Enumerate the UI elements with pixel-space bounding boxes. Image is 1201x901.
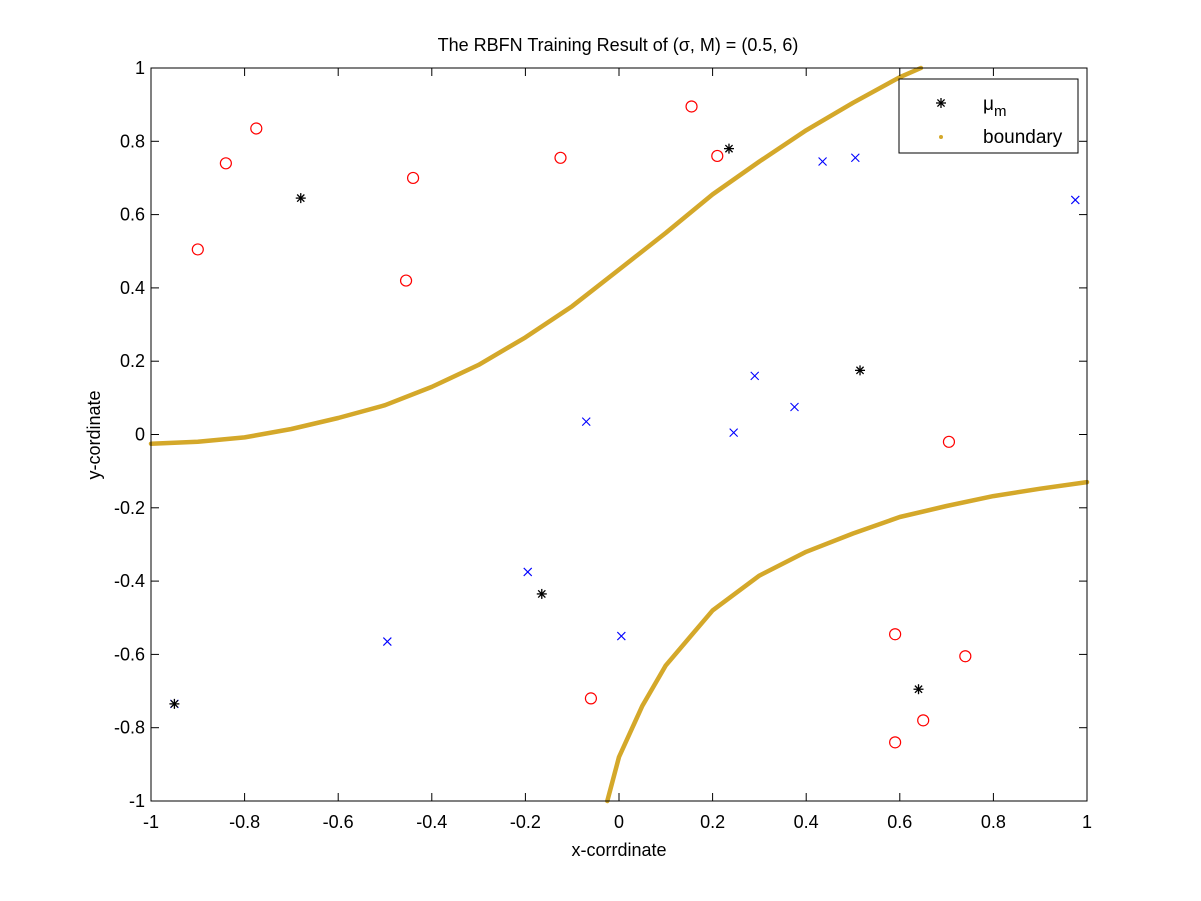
data-point-x-6 (581, 417, 591, 427)
legend-label-mu-subscript: m (994, 103, 1007, 120)
axes-box (150, 67, 1088, 802)
y-tick-label: -0.2 (114, 498, 145, 518)
legend-label-boundary: boundary (983, 127, 1063, 148)
x-tick-label: 0 (614, 812, 624, 832)
data-point-x-stroke-b (616, 631, 626, 641)
x-tick-label: -0.4 (416, 812, 447, 832)
data-point-circle-4 (399, 274, 413, 287)
legend-entry-mu-m: μm (936, 94, 1006, 120)
legend-box (898, 78, 1079, 154)
y-tick-label: 0.2 (120, 351, 145, 371)
data-point-x-1 (850, 153, 860, 163)
x-tick-label: 1 (1082, 812, 1092, 832)
x-axis-label: x-corrdinate (571, 840, 666, 860)
legend-label-mu-symbol: μ (983, 94, 994, 115)
data-point-x-stroke-b (523, 567, 533, 577)
center-point-asterisk-0 (295, 193, 306, 204)
x-tick-label: -0.6 (323, 812, 354, 832)
x-tick-label: 0.4 (794, 812, 819, 832)
y-tick-label: -1 (129, 791, 145, 811)
data-point-x-9 (616, 631, 626, 641)
chart-title: The RBFN Training Result of (σ, M) = (0.… (438, 35, 799, 55)
data-point-x-stroke-b (581, 417, 591, 427)
legend-asterisk (936, 98, 946, 108)
data-point-x-0 (818, 157, 827, 166)
data-point-x-7 (523, 567, 533, 577)
legend: μm boundary (898, 78, 1079, 154)
center-point-asterisk-3-stroke-3 (537, 589, 546, 598)
y-tick-label: 0 (135, 425, 145, 445)
data-point-circle-7 (711, 149, 724, 163)
y-tick-label: 0.8 (120, 131, 145, 151)
legend-marker-dot (939, 135, 943, 139)
data-point-circle-5 (554, 151, 567, 164)
boundary-curve-1 (605, 479, 1090, 804)
data-point-circle-6 (685, 100, 698, 113)
center-point-asterisk-1 (723, 143, 734, 154)
data-point-x-stroke-b (382, 637, 392, 646)
y-tick-label: 0.6 (120, 205, 145, 225)
data-point-x-8 (382, 637, 392, 646)
center-point-asterisk-5 (169, 698, 180, 709)
legend-marker-asterisk (936, 98, 946, 108)
data-point-circle-8 (942, 435, 956, 448)
center-point-asterisk-3 (536, 588, 547, 599)
data-point-x-3 (750, 371, 760, 381)
y-tick-label: -0.4 (114, 571, 145, 591)
x-tick-label: -0.2 (510, 812, 541, 832)
y-tick-label: -0.6 (114, 644, 145, 664)
y-axis-label: y-cordinate (84, 390, 104, 479)
y-tick-label: 1 (135, 58, 145, 78)
center-point-asterisk-5-stroke-3 (170, 699, 179, 708)
data-point-circle-1 (250, 122, 263, 135)
data-point-x-stroke-b (790, 402, 799, 412)
data-point-circle-3 (406, 171, 420, 185)
legend-entry-boundary: boundary (939, 127, 1063, 148)
data-point-x-stroke-b (850, 153, 860, 163)
center-point-asterisk-1-stroke-3 (724, 144, 734, 153)
data-layer (148, 65, 1090, 804)
axes-layer: -1 -0.8 -0.6 -0.4 -0.2 0 0.2 0.4 0.6 0.8 1 -1 -0.8 -0… (114, 58, 1092, 832)
center-point-asterisk-4-stroke-3 (914, 685, 923, 694)
y-tick-label: -0.8 (114, 718, 145, 738)
x-tick-label: 0.2 (700, 812, 725, 832)
x-tick-label: 0.8 (981, 812, 1006, 832)
data-point-circle-2 (191, 243, 204, 256)
x-tick-label: -1 (143, 812, 159, 832)
data-point-circle-11 (917, 714, 930, 727)
y-tick-label: 0.4 (120, 278, 145, 298)
legend-asterisk-stroke-3 (936, 98, 946, 108)
center-point-asterisk-2 (855, 365, 866, 376)
data-point-x-5 (729, 428, 739, 438)
data-point-x-2 (1070, 195, 1080, 205)
data-point-circle-10 (959, 650, 972, 663)
x-tick-label: 0.6 (887, 812, 912, 832)
center-point-asterisk-2-stroke-3 (855, 366, 865, 375)
x-tick-label: -0.8 (229, 812, 260, 832)
data-point-x-4 (790, 402, 799, 412)
data-point-circle-12 (889, 736, 902, 749)
data-point-x-stroke-b (818, 157, 827, 166)
data-point-x-stroke-b (729, 428, 739, 438)
data-point-circle-0 (219, 157, 232, 170)
data-point-x-stroke-b (750, 371, 760, 381)
center-point-asterisk-0-stroke-3 (296, 194, 305, 203)
legend-label-mu: μm (983, 94, 1006, 120)
data-point-circle-13 (584, 692, 598, 705)
data-point-x-stroke-b (1070, 195, 1080, 205)
data-point-circle-9 (889, 628, 902, 641)
boundary-curve-0 (148, 65, 924, 446)
center-point-asterisk-4 (913, 684, 924, 695)
